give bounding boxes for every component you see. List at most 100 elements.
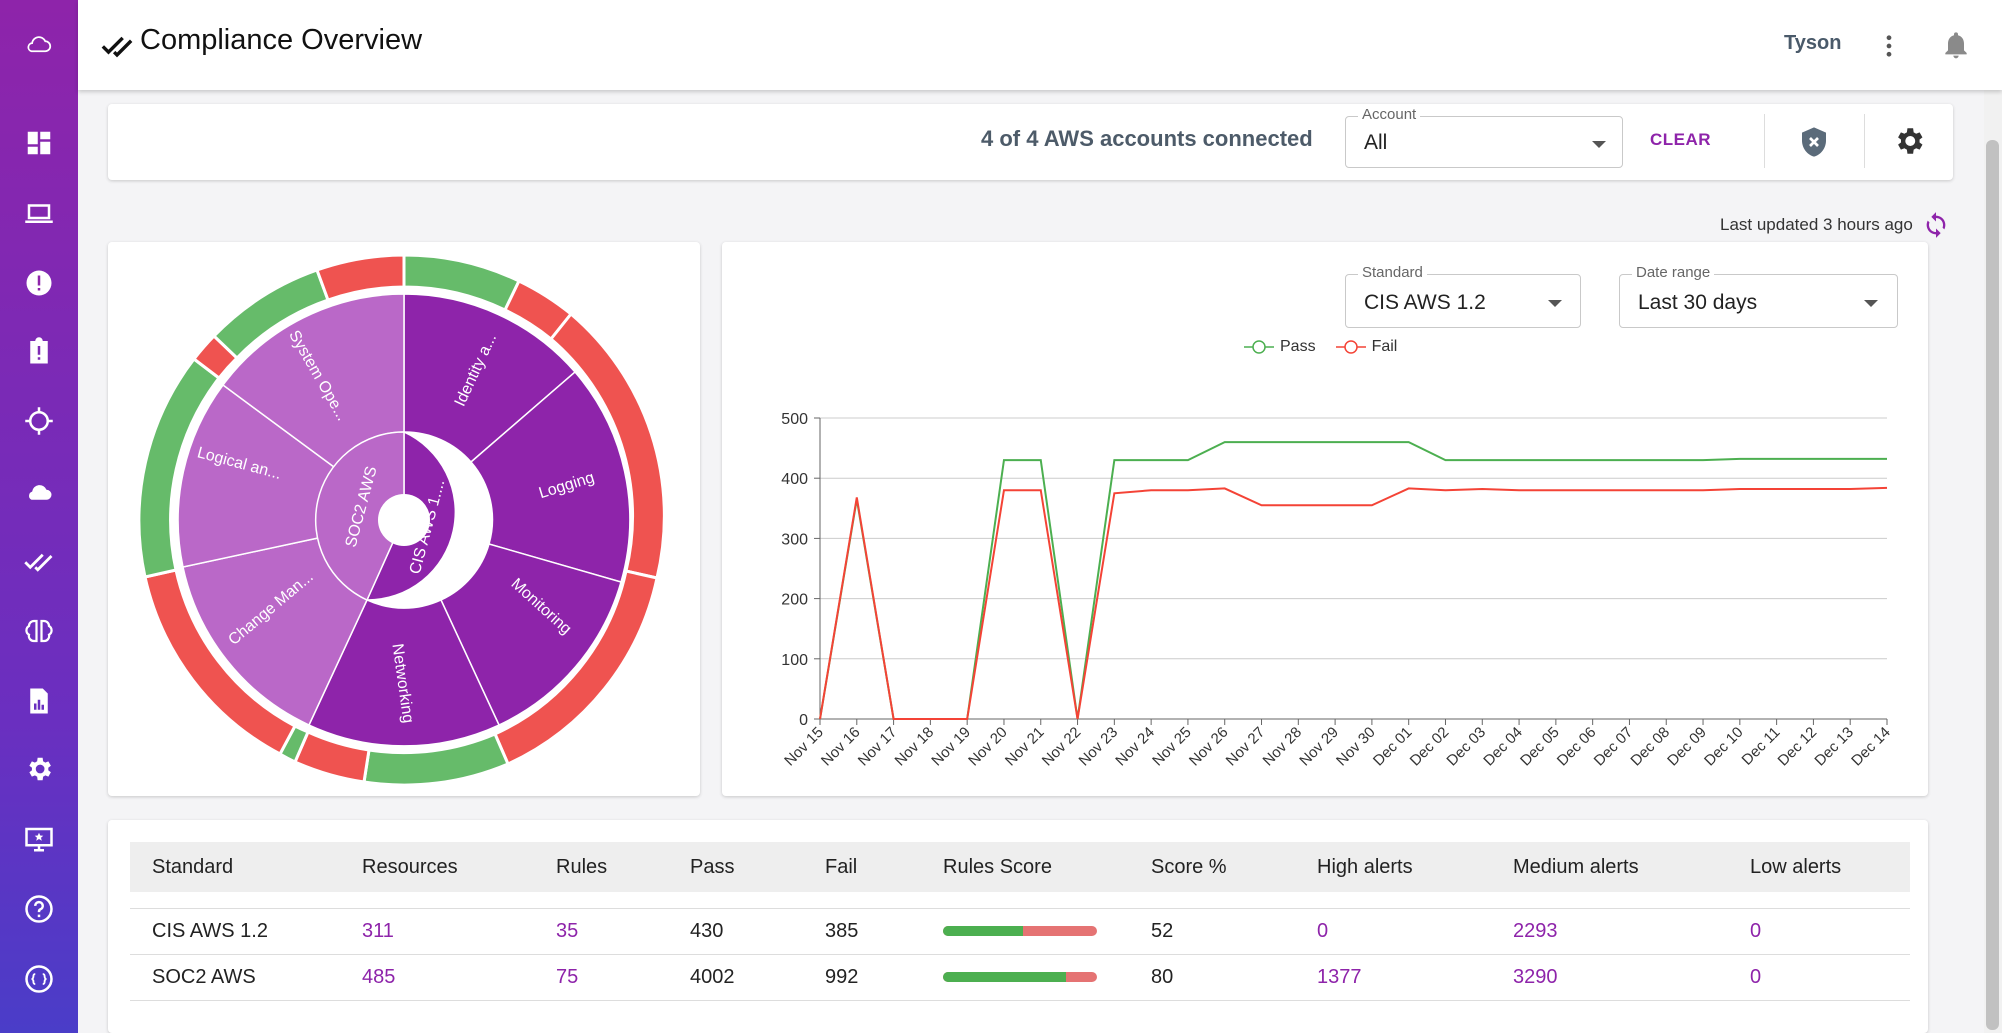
sunburst-segment-logging[interactable] xyxy=(469,370,631,583)
y-tick-label: 200 xyxy=(781,592,808,609)
x-tick-label: Dec 01 xyxy=(1370,724,1416,770)
help-icon[interactable] xyxy=(22,892,56,926)
column-header[interactable]: Rules xyxy=(556,855,608,878)
cell-rules[interactable]: 35 xyxy=(556,919,579,942)
column-header[interactable]: Medium alerts xyxy=(1513,855,1639,878)
cell-medium-alerts[interactable]: 3290 xyxy=(1513,965,1558,988)
cell-fail: 992 xyxy=(825,965,859,988)
sunburst-center xyxy=(378,494,430,546)
y-tick-label: 100 xyxy=(781,652,808,669)
table-row[interactable]: SOC2 AWS 485 75 4002 992 80 1377 3290 0 xyxy=(130,954,1910,1000)
crosshair-icon[interactable] xyxy=(22,404,56,438)
cell-resources[interactable]: 485 xyxy=(362,965,396,988)
sunburst-segment-identity[interactable] xyxy=(403,293,577,464)
cell-standard: SOC2 AWS xyxy=(152,965,256,988)
column-header[interactable]: Score % xyxy=(1151,855,1227,878)
x-tick-label: Dec 10 xyxy=(1701,724,1747,770)
x-tick-label: Dec 09 xyxy=(1664,724,1710,770)
gear-icon[interactable] xyxy=(1892,124,1926,158)
date-range-select[interactable]: Date range Last 30 days xyxy=(1619,264,1898,328)
account-value: All xyxy=(1364,131,1388,154)
cell-low-alerts[interactable]: 0 xyxy=(1750,919,1762,942)
refresh-icon[interactable] xyxy=(1922,211,1950,239)
page-title: Compliance Overview xyxy=(140,24,423,56)
settings-icon[interactable] xyxy=(22,752,56,786)
x-tick-label: Nov 26 xyxy=(1186,724,1232,770)
cloud-icon[interactable] xyxy=(22,474,56,508)
dashboard-icon[interactable] xyxy=(22,126,56,160)
standard-value: CIS AWS 1.2 xyxy=(1364,291,1486,314)
x-tick-label: Nov 29 xyxy=(1296,724,1342,770)
column-header[interactable]: Rules Score xyxy=(943,855,1052,878)
sunburst-segment-networking[interactable] xyxy=(308,599,500,747)
x-tick-label: Nov 23 xyxy=(1076,724,1122,770)
column-header[interactable]: High alerts xyxy=(1317,855,1413,878)
standards-table: Standard Resources Rules Pass Fail Rules… xyxy=(130,842,1910,1001)
sunburst-segment-monitoring[interactable] xyxy=(440,543,622,726)
column-header[interactable]: Resources xyxy=(362,855,458,878)
date-range-label: Date range xyxy=(1632,264,1715,281)
legend-label: Fail xyxy=(1371,338,1398,355)
standard-select[interactable]: Standard CIS AWS 1.2 xyxy=(1345,264,1581,328)
accounts-bar: 4 of 4 AWS accounts connected Account Al… xyxy=(108,104,1953,180)
divider xyxy=(1764,114,1765,168)
y-tick-label: 500 xyxy=(781,411,808,428)
user-name[interactable]: Tyson xyxy=(1784,32,1842,54)
x-tick-label: Dec 05 xyxy=(1517,724,1563,770)
line-chart-card: Standard CIS AWS 1.2 Date range Last 30 … xyxy=(722,242,1928,796)
brain-icon[interactable] xyxy=(22,614,56,648)
column-header[interactable]: Fail xyxy=(825,855,858,878)
cell-score: 80 xyxy=(1151,965,1174,988)
table-header-row: Standard Resources Rules Pass Fail Rules… xyxy=(130,842,1910,892)
outer-segment[interactable] xyxy=(315,253,406,302)
legend-fail-marker xyxy=(1335,340,1366,354)
column-header[interactable]: Pass xyxy=(690,855,735,878)
x-tick-label: Dec 06 xyxy=(1554,724,1600,770)
monitor-icon[interactable] xyxy=(22,822,56,856)
rules-score-fill xyxy=(943,926,1024,936)
table-row[interactable]: CIS AWS 1.2 311 35 430 385 52 0 2293 0 xyxy=(130,908,1910,954)
column-header[interactable]: Low alerts xyxy=(1750,855,1842,878)
legend-pass[interactable]: Pass xyxy=(1244,338,1316,356)
cell-medium-alerts[interactable]: 2293 xyxy=(1513,919,1558,942)
shield-x-icon[interactable] xyxy=(1798,124,1830,160)
cell-resources[interactable]: 311 xyxy=(362,919,394,942)
compliance-check-icon[interactable] xyxy=(22,544,56,578)
more-vert-icon[interactable] xyxy=(1878,30,1900,62)
accounts-connected-text: 4 of 4 AWS accounts connected xyxy=(981,126,1313,151)
cell-high-alerts[interactable]: 0 xyxy=(1317,919,1329,942)
legend-fail[interactable]: Fail xyxy=(1335,338,1398,356)
x-tick-label: Nov 16 xyxy=(818,724,864,770)
sunburst-card: SOC2 AWS CIS AWS 1.... System Ope... Ide… xyxy=(108,242,700,796)
clear-button[interactable]: CLEAR xyxy=(1650,130,1712,149)
legend-pass-marker xyxy=(1244,340,1274,354)
report-icon[interactable] xyxy=(22,684,56,718)
cell-high-alerts[interactable]: 1377 xyxy=(1317,965,1362,988)
standards-table-card: Standard Resources Rules Pass Fail Rules… xyxy=(108,820,1928,1033)
cell-low-alerts[interactable]: 0 xyxy=(1750,965,1762,988)
api-icon[interactable] xyxy=(22,962,56,996)
clipboard-alert-icon[interactable] xyxy=(22,334,56,368)
x-tick-label: Dec 07 xyxy=(1591,724,1637,770)
x-tick-label: Dec 14 xyxy=(1848,724,1894,770)
series-line-fail xyxy=(819,486,1888,720)
x-tick-label: Nov 20 xyxy=(965,724,1011,770)
bell-icon[interactable] xyxy=(1940,28,1972,62)
x-tick-label: Dec 12 xyxy=(1775,724,1821,770)
x-tick-label: Dec 02 xyxy=(1407,724,1453,770)
alert-icon[interactable] xyxy=(22,266,56,300)
scrollbar-thumb[interactable] xyxy=(1986,140,1999,1030)
cloud-logo-icon[interactable] xyxy=(22,28,56,62)
y-tick-label: 400 xyxy=(781,471,808,488)
x-tick-label: Nov 17 xyxy=(855,724,901,770)
cell-rules[interactable]: 75 xyxy=(556,965,579,988)
sunburst-chart: SOC2 AWS CIS AWS 1.... System Ope... Ide… xyxy=(137,253,666,787)
account-select[interactable]: Account All xyxy=(1345,106,1623,168)
x-tick-label: Nov 22 xyxy=(1039,724,1085,770)
date-range-value: Last 30 days xyxy=(1638,291,1758,314)
cell-rules-score xyxy=(921,954,1129,1000)
x-tick-label: Dec 04 xyxy=(1480,724,1526,770)
laptop-icon[interactable] xyxy=(22,196,56,230)
column-header[interactable]: Standard xyxy=(152,855,234,878)
cell-standard: CIS AWS 1.2 xyxy=(152,919,268,942)
